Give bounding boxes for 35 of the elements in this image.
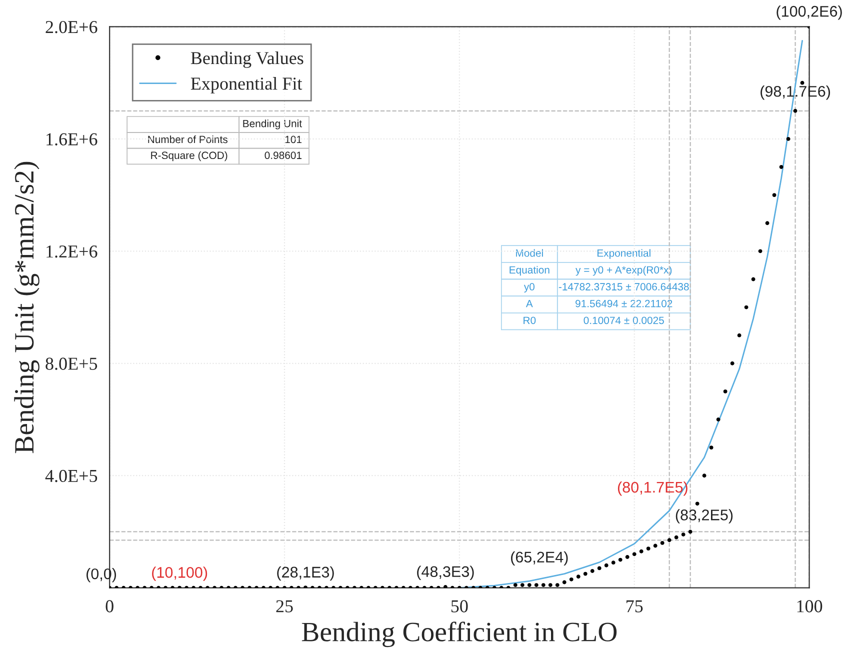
annotation: (100,2E6)	[776, 6, 842, 20]
annotation: 91.56494 ± 22.21102	[576, 300, 672, 308]
annotation: R0	[524, 316, 536, 324]
annotation: (65,2E4)	[511, 551, 568, 566]
annotation: (48,3E3)	[417, 566, 474, 580]
y-tick-label: 1.6E+6	[46, 133, 98, 146]
annotation: -14782.37315 ± 7006.64438	[558, 283, 689, 290]
x-tick-label: 75	[626, 600, 643, 612]
y-tick-label: 1.2E+6	[46, 245, 98, 258]
y-tick-label: 8.0E+5	[46, 358, 98, 370]
x-axis-title: Bending Coefficient in CLO	[302, 622, 617, 648]
x-tick-label: 100	[797, 600, 822, 612]
annotation: 101	[285, 136, 302, 144]
annotation: (83,2E5)	[676, 509, 733, 524]
annotation: y0	[524, 283, 534, 292]
annotation: 0.10074 ± 0.0025	[584, 316, 664, 324]
annotation: Bending Unit	[243, 120, 302, 130]
x-tick-label: 0	[106, 600, 114, 612]
x-tick-label: 50	[451, 600, 468, 612]
annotation: Model	[516, 249, 543, 257]
annotation: Exponential	[598, 249, 650, 259]
y-tick-label: 4.0E+5	[45, 470, 98, 482]
annotation: R-Square (COD)	[151, 151, 228, 162]
annotation: (28,1E3)	[277, 566, 334, 581]
annotation: Number of Points	[148, 135, 228, 144]
legend-label: Exponential Fit	[190, 77, 302, 94]
y-tick-label: 2.0E+6	[46, 20, 98, 34]
annotation: (10,100)	[152, 566, 208, 581]
x-tick-label: 25	[276, 600, 293, 612]
legend-label: Bending Values	[190, 51, 304, 68]
y-axis-title: Bending Unit (g*mm2/s2)	[14, 162, 40, 454]
annotation: Equation	[510, 266, 550, 276]
annotation: A	[526, 300, 533, 308]
annotation: 0.98601	[264, 152, 302, 160]
annotation: y = y0 + A*exp(R0*x)	[576, 266, 672, 276]
